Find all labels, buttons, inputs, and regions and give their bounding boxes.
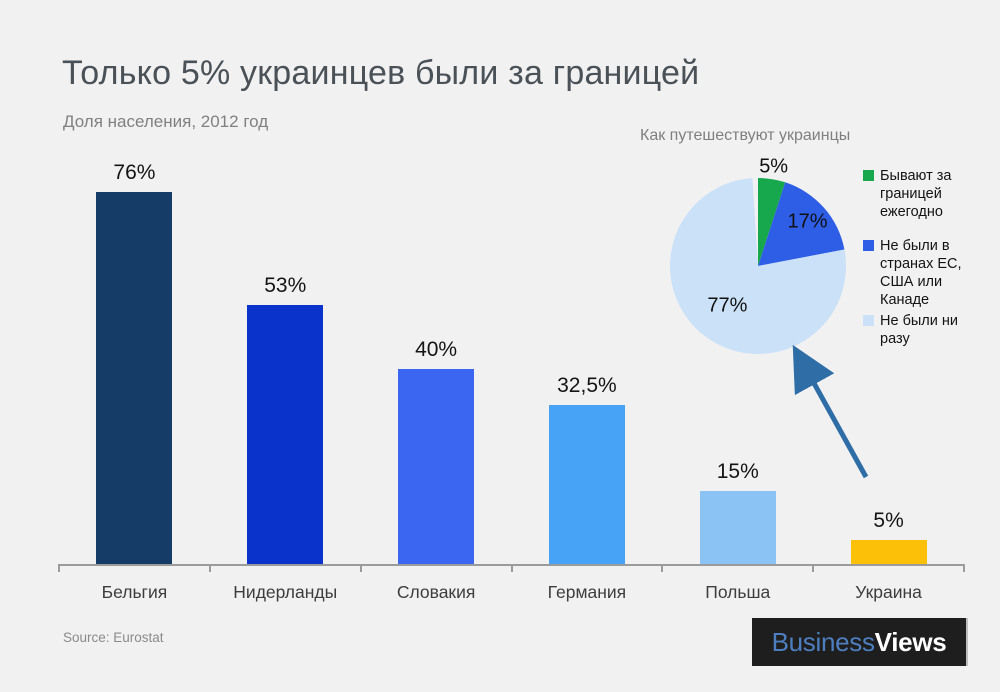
x-axis-label: Нидерланды	[233, 582, 338, 602]
x-axis-label: Германия	[547, 582, 627, 602]
x-axis-label: Бельгия	[101, 582, 168, 602]
logo-text-business: Business	[771, 626, 875, 657]
bar-3	[548, 405, 625, 565]
bar-5	[850, 540, 927, 565]
businessviews-logo: Business Views	[752, 618, 968, 666]
pie-slice-label: 77%	[707, 294, 748, 316]
legend-label: Не были ни разу	[880, 313, 958, 347]
x-axis-label: Украина	[855, 582, 922, 602]
bar-value-label: 5%	[873, 509, 904, 533]
x-axis-tick	[812, 564, 815, 572]
bar-value-label: 76%	[113, 161, 156, 184]
legend-swatch-icon	[863, 315, 874, 326]
pie-chart: 5% 17% 77%	[670, 156, 846, 354]
logo-text-views: Views	[874, 626, 947, 657]
arrow-icon	[778, 344, 882, 486]
arrow-svg	[792, 344, 869, 479]
x-axis-label: Словакия	[396, 582, 476, 602]
source-note: Source: Eurostat	[63, 630, 164, 645]
x-axis-tick	[208, 564, 211, 572]
x-axis-tick	[963, 564, 965, 572]
bar-2	[398, 368, 475, 565]
bar-value-label: 40%	[415, 337, 458, 361]
x-axis-tick	[359, 564, 362, 572]
legend-swatch-icon	[863, 170, 874, 181]
chart-subtitle: Доля населения, 2012 год	[63, 112, 269, 131]
pie-legend: Бывают за границей ежегодно Не были в стр…	[863, 167, 967, 364]
x-axis-line	[59, 564, 964, 566]
legend-item-2: Не были ни разу	[863, 312, 967, 348]
legend-label: Бывают за границей ежегодно	[880, 168, 952, 220]
pie-slice-label: 17%	[787, 210, 828, 233]
x-axis-tick	[58, 564, 60, 572]
x-axis-label: Польша	[705, 582, 771, 602]
pie-slice-0	[758, 178, 786, 266]
legend-swatch-icon	[863, 240, 874, 251]
pie-slice-2	[670, 178, 846, 354]
x-axis-tick	[510, 564, 513, 572]
pie-slice-1	[758, 182, 845, 266]
pie-svg	[670, 178, 846, 354]
legend-label: Не были в странах ЕС, США или Канаде	[880, 238, 962, 308]
pie-slice-label: 5%	[759, 155, 789, 178]
bar-value-label: 32,5%	[557, 374, 617, 398]
page-title: Только 5% украинцев были за границей	[62, 54, 700, 92]
bar-4	[699, 491, 776, 565]
pie-chart-title: Как путешествуют украинцы	[640, 127, 851, 144]
bar-1	[247, 304, 324, 565]
bar-0	[96, 192, 173, 565]
bar-value-label: 53%	[264, 273, 307, 297]
bar-value-label: 15%	[716, 460, 759, 484]
x-axis-tick	[661, 564, 664, 572]
legend-item-0: Бывают за границей ежегодно	[863, 167, 967, 221]
legend-item-1: Не были в странах ЕС, США или Канаде	[863, 237, 967, 309]
